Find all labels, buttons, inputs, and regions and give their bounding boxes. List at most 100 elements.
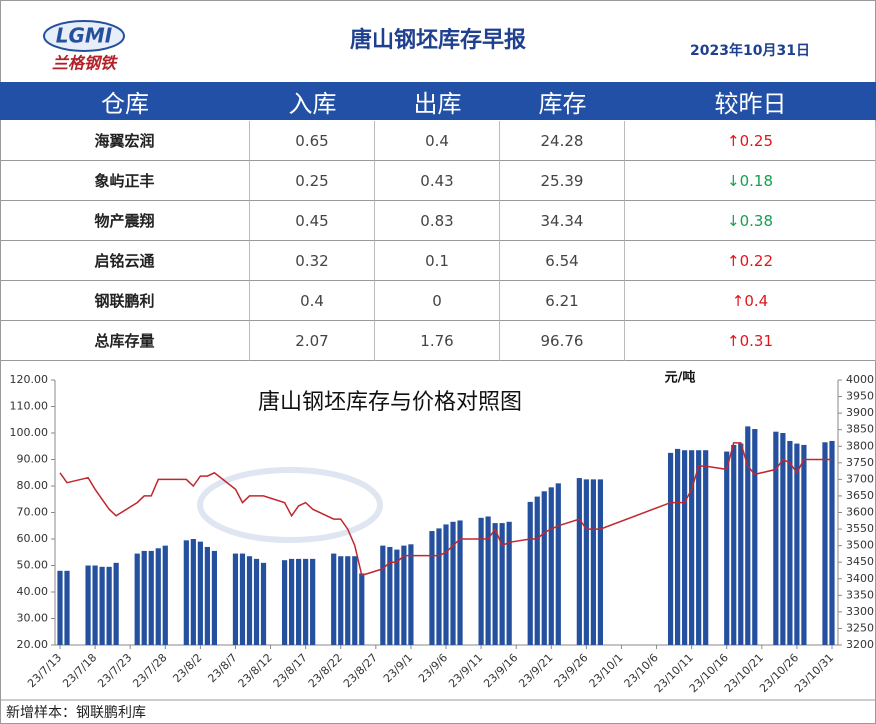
bar	[289, 558, 295, 645]
y2-tick-label: 3500	[846, 539, 874, 552]
table-value: 0.83	[375, 201, 500, 241]
column-header: 入库	[288, 89, 337, 118]
bar	[745, 426, 751, 645]
change-value: ↓0.38	[625, 201, 876, 241]
bar	[590, 479, 596, 645]
bar	[457, 520, 463, 645]
logo-mark: LGMI	[56, 24, 113, 48]
bar	[190, 539, 196, 645]
bar	[85, 565, 91, 645]
bar	[380, 545, 386, 645]
y2-tick-label: 3400	[846, 572, 874, 585]
bar	[99, 566, 105, 645]
x-tick-label: 23/10/1	[587, 651, 626, 690]
bar	[787, 440, 793, 645]
bar	[689, 450, 695, 645]
bar	[296, 558, 302, 645]
bar	[260, 562, 267, 645]
bar	[548, 487, 554, 645]
bar	[310, 558, 316, 645]
table-value: 24.28	[500, 121, 625, 161]
x-tick-label: 23/10/31	[792, 651, 836, 695]
x-tick-label: 23/9/6	[416, 651, 450, 685]
y2-tick-label: 3300	[846, 605, 874, 618]
bar	[780, 433, 786, 645]
bar	[667, 452, 674, 645]
column-header: 库存	[538, 89, 587, 118]
bar	[499, 523, 505, 645]
watermark	[197, 467, 383, 543]
report-date: 2023年10月31日	[690, 42, 810, 59]
bar	[162, 545, 168, 645]
y2-tick-label: 3700	[846, 472, 874, 485]
x-tick-label: 23/7/28	[130, 651, 169, 690]
change-value: ↓0.18	[625, 161, 876, 201]
bar	[211, 550, 217, 645]
y-tick-label: 50.00	[17, 559, 49, 572]
table-value: 0.4	[375, 121, 500, 161]
x-tick-label: 23/8/17	[271, 651, 310, 690]
x-tick-label: 23/7/18	[60, 651, 99, 690]
x-tick-label: 23/9/21	[516, 651, 555, 690]
bar	[148, 550, 154, 645]
table-value: 6.21	[500, 281, 625, 321]
bar	[478, 517, 484, 645]
bar	[506, 521, 512, 645]
bar	[246, 556, 253, 645]
bar	[773, 431, 779, 645]
bar	[541, 491, 547, 645]
y-tick-label: 100.00	[10, 426, 49, 439]
y2-tick-label: 3950	[846, 390, 874, 403]
column-header: 仓库	[101, 89, 149, 118]
x-tick-label: 23/9/26	[551, 651, 590, 690]
warehouse-name: 象屿正丰	[0, 161, 250, 201]
bar	[239, 553, 246, 645]
x-tick-label: 23/8/27	[341, 651, 380, 690]
y2-tick-label: 3600	[846, 506, 874, 519]
x-tick-label: 23/7/13	[25, 651, 64, 690]
bar	[576, 478, 582, 645]
bar	[443, 524, 449, 645]
table-value: 0.45	[250, 201, 375, 241]
y-tick-label: 30.00	[17, 612, 49, 625]
bar	[394, 549, 400, 645]
bar	[534, 496, 540, 645]
table-value: 96.76	[500, 321, 625, 361]
bar	[113, 562, 119, 645]
bar	[387, 546, 393, 645]
y2-tick-label: 4000	[846, 373, 874, 386]
y2-tick-label: 3450	[846, 555, 874, 568]
warehouse-name: 海翼宏润	[0, 121, 250, 161]
x-tick-label: 23/8/12	[236, 651, 275, 690]
bar	[141, 550, 147, 645]
bar	[64, 570, 70, 645]
bar	[253, 558, 260, 645]
x-tick-label: 23/8/22	[306, 651, 345, 690]
x-tick-label: 23/9/1	[381, 651, 415, 685]
y-tick-label: 40.00	[17, 585, 49, 598]
x-tick-label: 23/8/7	[205, 651, 239, 685]
bar	[57, 570, 63, 645]
y2-tick-label: 3550	[846, 522, 874, 535]
bar	[696, 450, 702, 645]
table-value: 0.43	[375, 161, 500, 201]
bar	[583, 479, 589, 645]
warehouse-name: 启铭云通	[0, 241, 250, 281]
bar	[134, 553, 140, 645]
bar	[822, 442, 828, 645]
y-tick-label: 110.00	[10, 400, 49, 413]
bar	[106, 566, 112, 645]
bar	[450, 521, 456, 645]
y-tick-label: 70.00	[17, 506, 49, 519]
bar	[829, 440, 835, 645]
bar	[703, 450, 709, 645]
chart-title: 唐山钢坯库存与价格对照图	[258, 390, 522, 415]
table-value: 25.39	[500, 161, 625, 201]
price-line	[59, 442, 832, 577]
y2-tick-label: 3650	[846, 489, 874, 502]
bar	[675, 448, 681, 645]
table-value: 0.65	[250, 121, 375, 161]
bar	[527, 501, 533, 645]
bar	[345, 556, 351, 645]
bar	[738, 443, 744, 645]
